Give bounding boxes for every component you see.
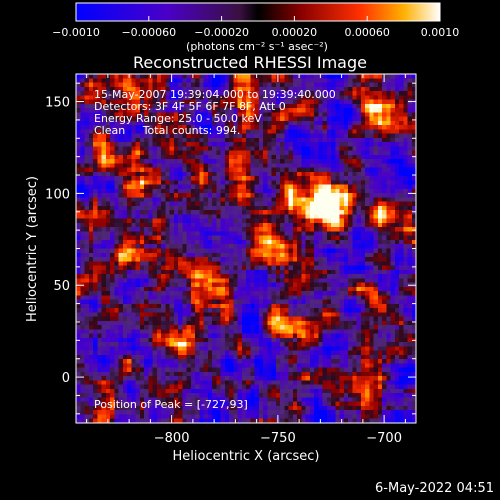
colorbar-tick-label: −0.00020 xyxy=(194,26,249,39)
y-tick-label: 0 xyxy=(62,371,70,386)
x-tick-label: −700 xyxy=(366,431,402,446)
y-tick-label: 150 xyxy=(45,96,70,111)
colorbar-tick-label: 0.00060 xyxy=(344,26,390,39)
colorbar-tick-label: 0.0010 xyxy=(421,26,460,39)
annotation-block: 15-May-2007 19:39:04.000 to 19:39:40.000… xyxy=(94,88,336,137)
colorbar-tick-label: 0.00020 xyxy=(272,26,318,39)
heatmap-image xyxy=(76,74,416,423)
y-axis-label: Heliocentric Y (arcsec) xyxy=(25,176,40,322)
colorbar-unit-label: (photons cm⁻² s⁻¹ asec⁻²) xyxy=(186,40,328,53)
colorbar-ticks: −0.0010 −0.00060 −0.00020 0.00020 0.00060 0.0… xyxy=(52,16,459,39)
peak-position-label: Position of Peak = [-727,93] xyxy=(94,398,248,411)
chart-title: Reconstructed RHESSI Image xyxy=(133,53,367,72)
footer-date: 6-May-2022 04:51 xyxy=(375,481,494,496)
annotation-clean-counts: Clean Total counts: 994. xyxy=(94,124,240,137)
colorbar-tick-label: −0.00060 xyxy=(121,26,176,39)
y-tick-label: 50 xyxy=(53,279,70,294)
colorbar xyxy=(75,2,441,22)
annotation-time-range: 15-May-2007 19:39:04.000 to 19:39:40.000 xyxy=(94,88,336,101)
annotation-detectors: Detectors: 3F 4F 5F 6F 7F 8F, Att 0 xyxy=(94,100,286,113)
x-axis-label: Heliocentric X (arcsec) xyxy=(173,449,320,464)
x-axis-ticks: −800 −750 −700 xyxy=(86,74,406,446)
y-axis-ticks: 0 50 100 150 xyxy=(45,82,416,415)
x-tick-label: −800 xyxy=(154,431,190,446)
annotation-energy-range: Energy Range: 25.0 - 50.0 keV xyxy=(94,112,262,125)
colorbar-tick-label: −0.0010 xyxy=(52,26,100,39)
y-tick-label: 100 xyxy=(45,187,70,202)
x-tick-label: −750 xyxy=(260,431,296,446)
